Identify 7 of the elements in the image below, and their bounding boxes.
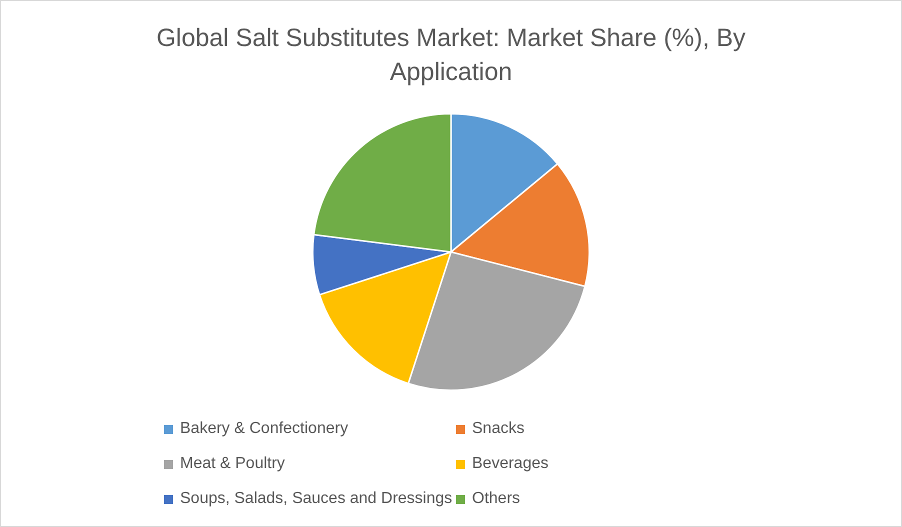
legend-label: Meat & Poultry	[179, 454, 286, 474]
legend-label: Soups, Salads, Sauces and Dressings	[179, 489, 454, 509]
legend-label: Snacks	[471, 419, 526, 439]
legend-label: Beverages	[471, 454, 550, 474]
legend-label: Bakery & Confectionery	[179, 419, 350, 439]
chart-title: Global Salt Substitutes Market: Market Share (%), By Application	[155, 23, 747, 88]
legend-label: Others	[471, 489, 522, 509]
